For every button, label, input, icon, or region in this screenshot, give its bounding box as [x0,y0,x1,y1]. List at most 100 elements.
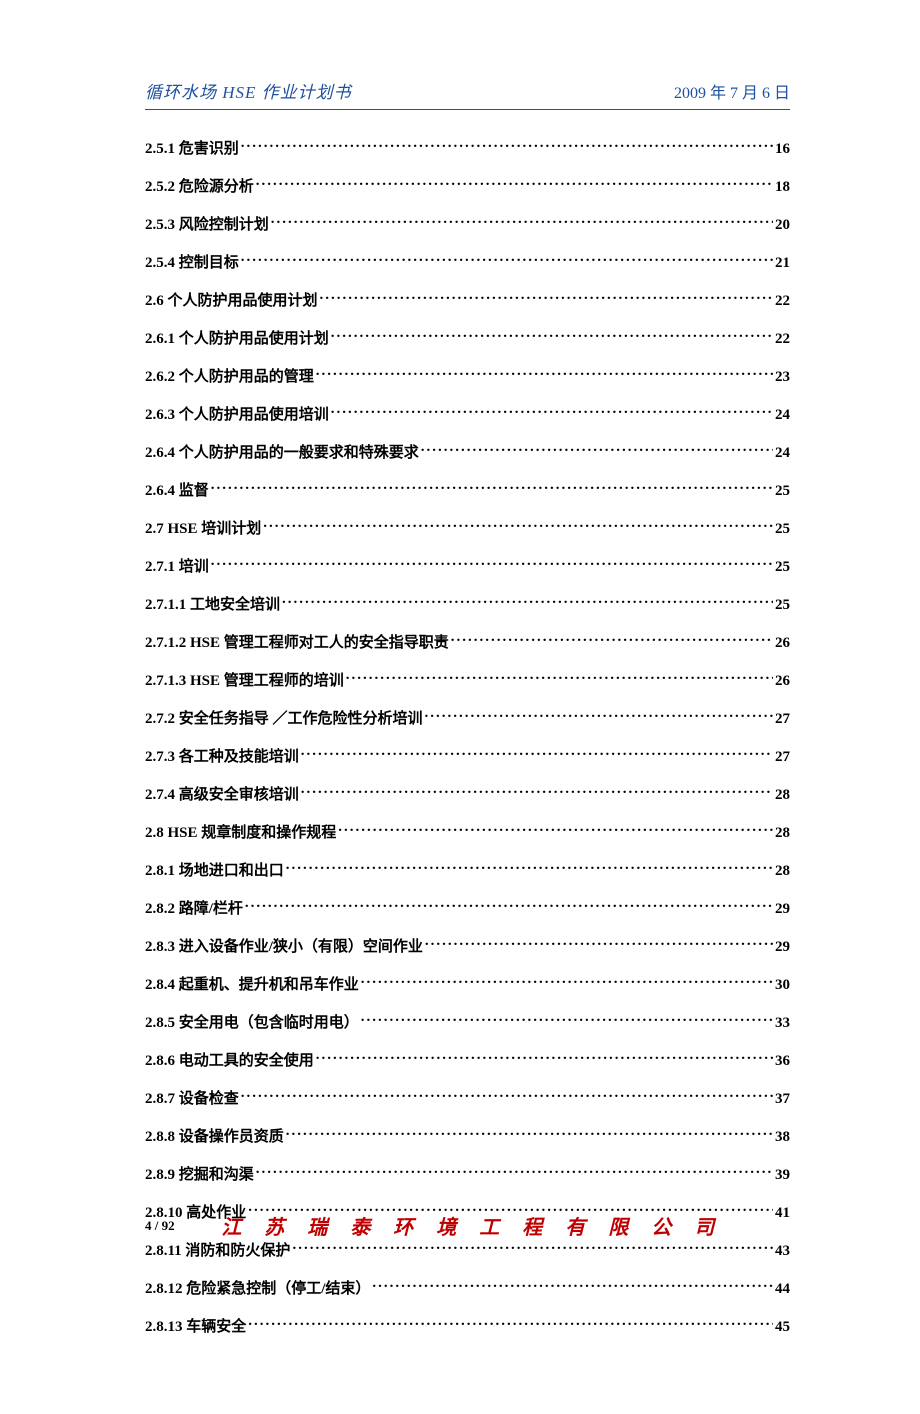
toc-leader-dots [211,480,773,495]
document-date: 2009 年 7 月 6 日 [674,79,790,103]
toc-entry-page: 25 [775,520,790,540]
toc-entry: 2.6.4 监督 25 [145,480,790,502]
toc-entry: 2.5.1 危害识别 16 [145,138,790,160]
toc-entry: 2.8.4 起重机、提升机和吊车作业 30 [145,974,790,996]
toc-leader-dots [241,138,773,153]
toc-entry-title: 2.6.3 个人防护用品使用培训 [145,406,329,426]
toc-entry-page: 33 [775,1014,790,1034]
toc-leader-dots [248,1316,773,1331]
toc-leader-dots [245,898,773,913]
toc-entry-title: 2.7.1.1 工地安全培训 [145,596,280,616]
toc-leader-dots [256,176,773,191]
toc-entry: 2.8.1 场地进口和出口 28 [145,860,790,882]
toc-entry-page: 28 [775,786,790,806]
toc-entry-page: 22 [775,330,790,350]
toc-leader-dots [286,1126,773,1141]
toc-entry-title: 2.6.2 个人防护用品的管理 [145,368,314,388]
toc-entry-title: 2.8.5 安全用电（包含临时用电） [145,1014,359,1034]
toc-leader-dots [211,556,773,571]
toc-entry-page: 27 [775,748,790,768]
toc-entry-title: 2.8.12 危险紧急控制（停工/结束） [145,1280,370,1300]
toc-entry-title: 2.8.13 车辆安全 [145,1318,246,1338]
toc-entry: 2.8.12 危险紧急控制（停工/结束） 44 [145,1278,790,1300]
toc-entry-title: 2.6 个人防护用品使用计划 [145,292,318,312]
toc-entry: 2.7 HSE 培训计划 25 [145,518,790,540]
toc-entry-page: 26 [775,634,790,654]
toc-entry-page: 28 [775,862,790,882]
toc-entry-page: 20 [775,216,790,236]
toc-entry-title: 2.7 HSE 培训计划 [145,520,261,540]
toc-entry-title: 2.8.4 起重机、提升机和吊车作业 [145,976,359,996]
toc-leader-dots [331,404,773,419]
toc-entry-page: 27 [775,710,790,730]
toc-leader-dots [241,1088,773,1103]
toc-leader-dots [346,670,773,685]
toc-entry-title: 2.8 HSE 规章制度和操作规程 [145,824,336,844]
toc-entry: 2.8.6 电动工具的安全使用 36 [145,1050,790,1072]
toc-entry: 2.6.2 个人防护用品的管理 23 [145,366,790,388]
toc-entry-page: 37 [775,1090,790,1110]
toc-entry: 2.6.1 个人防护用品使用计划 22 [145,328,790,350]
toc-entry-page: 29 [775,938,790,958]
company-name: 江 苏 瑞 泰 环 境 工 程 有 限 公 司 [175,1211,790,1240]
toc-entry-title: 2.8.3 进入设备作业/狭小（有限）空间作业 [145,938,423,958]
toc-entry-page: 25 [775,596,790,616]
toc-entry-page: 38 [775,1128,790,1148]
toc-entry: 2.7.1 培训 25 [145,556,790,578]
toc-entry-page: 30 [775,976,790,996]
toc-entry-page: 16 [775,140,790,160]
toc-entry-page: 22 [775,292,790,312]
toc-entry-title: 2.7.1.3 HSE 管理工程师的培训 [145,672,344,692]
toc-entry: 2.6.4 个人防护用品的一般要求和特殊要求 24 [145,442,790,464]
toc-entry-page: 26 [775,672,790,692]
toc-entry-title: 2.8.6 电动工具的安全使用 [145,1052,314,1072]
toc-entry-title: 2.5.4 控制目标 [145,254,239,274]
toc-leader-dots [331,328,773,343]
toc-entry: 2.7.3 各工种及技能培训 27 [145,746,790,768]
toc-entry-title: 2.5.3 风险控制计划 [145,216,269,236]
document-title: 循环水场 HSE 作业计划书 [145,78,352,103]
toc-entry-page: 23 [775,368,790,388]
table-of-contents: 2.5.1 危害识别 16 2.5.2 危险源分析 18 2.5.3 风险控制计划 … [145,134,790,1338]
toc-entry: 2.8.9 挖掘和沟渠 39 [145,1164,790,1186]
toc-entry: 2.8.13 车辆安全 45 [145,1316,790,1338]
toc-entry-page: 25 [775,482,790,502]
toc-entry: 2.5.2 危险源分析 18 [145,176,790,198]
toc-entry-page: 25 [775,558,790,578]
toc-entry: 2.7.4 高级安全审核培训 28 [145,784,790,806]
toc-entry-page: 24 [775,444,790,464]
toc-entry-title: 2.7.4 高级安全审核培训 [145,786,299,806]
toc-entry-page: 36 [775,1052,790,1072]
toc-leader-dots [425,708,773,723]
toc-entry-title: 2.7.3 各工种及技能培训 [145,748,299,768]
toc-leader-dots [320,290,773,305]
toc-entry-page: 28 [775,824,790,844]
toc-entry-title: 2.7.2 安全任务指导 ／工作危险性分析培训 [145,710,423,730]
toc-leader-dots [282,594,773,609]
toc-entry: 2.8.11 消防和防火保护 43 [145,1240,790,1262]
toc-leader-dots [256,1164,773,1179]
toc-entry-title: 2.5.2 危险源分析 [145,178,254,198]
page-header: 循环水场 HSE 作业计划书 2009 年 7 月 6 日 [145,78,790,110]
toc-entry: 2.7.1.2 HSE 管理工程师对工人的安全指导职责 26 [145,632,790,654]
toc-entry-title: 2.8.2 路障/栏杆 [145,900,243,920]
toc-leader-dots [372,1278,773,1293]
toc-entry-title: 2.8.1 场地进口和出口 [145,862,284,882]
toc-entry: 2.8.8 设备操作员资质 38 [145,1126,790,1148]
toc-leader-dots [361,974,773,989]
toc-leader-dots [292,1240,773,1255]
toc-entry: 2.5.3 风险控制计划 20 [145,214,790,236]
toc-entry-page: 39 [775,1166,790,1186]
toc-entry-title: 2.5.1 危害识别 [145,140,239,160]
toc-leader-dots [241,252,773,267]
toc-entry: 2.8.7 设备检查 37 [145,1088,790,1110]
toc-entry: 2.6 个人防护用品使用计划 22 [145,290,790,312]
toc-leader-dots [421,442,773,457]
toc-entry-title: 2.6.4 监督 [145,482,209,502]
toc-entry-title: 2.8.11 消防和防火保护 [145,1242,290,1262]
toc-entry: 2.5.4 控制目标 21 [145,252,790,274]
toc-entry-page: 21 [775,254,790,274]
toc-entry-title: 2.8.8 设备操作员资质 [145,1128,284,1148]
toc-entry: 2.6.3 个人防护用品使用培训 24 [145,404,790,426]
toc-entry-title: 2.8.9 挖掘和沟渠 [145,1166,254,1186]
